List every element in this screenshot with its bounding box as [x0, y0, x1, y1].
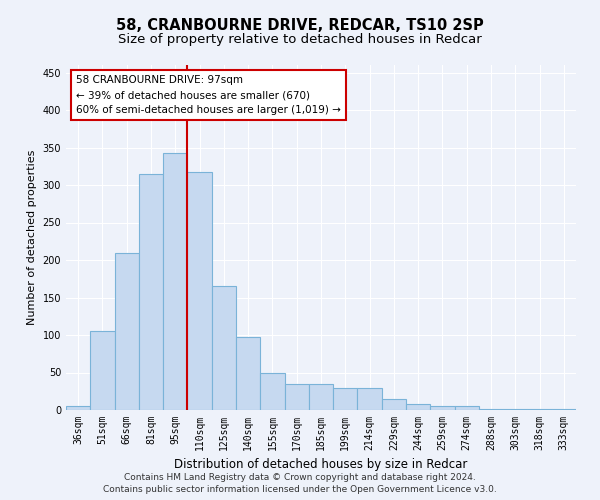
Bar	[406, 404, 430, 410]
Bar	[90, 331, 115, 410]
Bar	[163, 153, 187, 410]
Bar	[66, 406, 90, 410]
Text: Contains public sector information licensed under the Open Government Licence v3: Contains public sector information licen…	[103, 485, 497, 494]
Bar	[455, 406, 479, 410]
Bar	[260, 372, 284, 410]
Bar	[479, 408, 503, 410]
X-axis label: Distribution of detached houses by size in Redcar: Distribution of detached houses by size …	[175, 458, 467, 471]
Bar	[527, 409, 552, 410]
Bar	[358, 388, 382, 410]
Text: Contains HM Land Registry data © Crown copyright and database right 2024.: Contains HM Land Registry data © Crown c…	[124, 472, 476, 482]
Y-axis label: Number of detached properties: Number of detached properties	[27, 150, 37, 325]
Bar	[212, 286, 236, 410]
Bar	[187, 172, 212, 410]
Text: 58, CRANBOURNE DRIVE, REDCAR, TS10 2SP: 58, CRANBOURNE DRIVE, REDCAR, TS10 2SP	[116, 18, 484, 32]
Text: Size of property relative to detached houses in Redcar: Size of property relative to detached ho…	[118, 32, 482, 46]
Bar	[552, 409, 576, 410]
Bar	[309, 384, 333, 410]
Bar	[115, 252, 139, 410]
Bar	[139, 174, 163, 410]
Bar	[503, 409, 527, 410]
Bar	[430, 406, 455, 410]
Bar	[236, 337, 260, 410]
Bar	[382, 399, 406, 410]
Bar	[284, 384, 309, 410]
Text: 58 CRANBOURNE DRIVE: 97sqm
← 39% of detached houses are smaller (670)
60% of sem: 58 CRANBOURNE DRIVE: 97sqm ← 39% of deta…	[76, 76, 341, 115]
Bar	[333, 388, 358, 410]
